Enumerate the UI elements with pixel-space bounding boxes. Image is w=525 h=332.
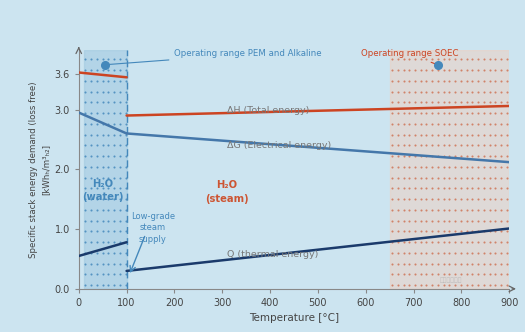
Text: Q (thermal energy): Q (thermal energy) <box>227 250 318 259</box>
Text: ΔG (Electrical energy): ΔG (Electrical energy) <box>227 141 331 150</box>
Y-axis label: Specific stack energy demand (loss free)
[kWhₕ/m³ₕ₂]: Specific stack energy demand (loss free)… <box>29 81 50 258</box>
Bar <box>390 50 509 289</box>
Text: 安邦氢科技网: 安邦氢科技网 <box>440 277 463 283</box>
Bar <box>83 50 127 289</box>
Text: Operating range SOEC: Operating range SOEC <box>361 49 458 64</box>
Text: Operating range PEM and Alkaline: Operating range PEM and Alkaline <box>108 49 322 64</box>
Text: H₂O
(water): H₂O (water) <box>82 179 123 202</box>
Text: ΔH (Total energy): ΔH (Total energy) <box>227 106 309 115</box>
Text: H₂O
(steam): H₂O (steam) <box>205 180 249 204</box>
X-axis label: Temperature [°C]: Temperature [°C] <box>249 313 339 323</box>
Text: Low-grade
steam
supply: Low-grade steam supply <box>131 212 175 244</box>
